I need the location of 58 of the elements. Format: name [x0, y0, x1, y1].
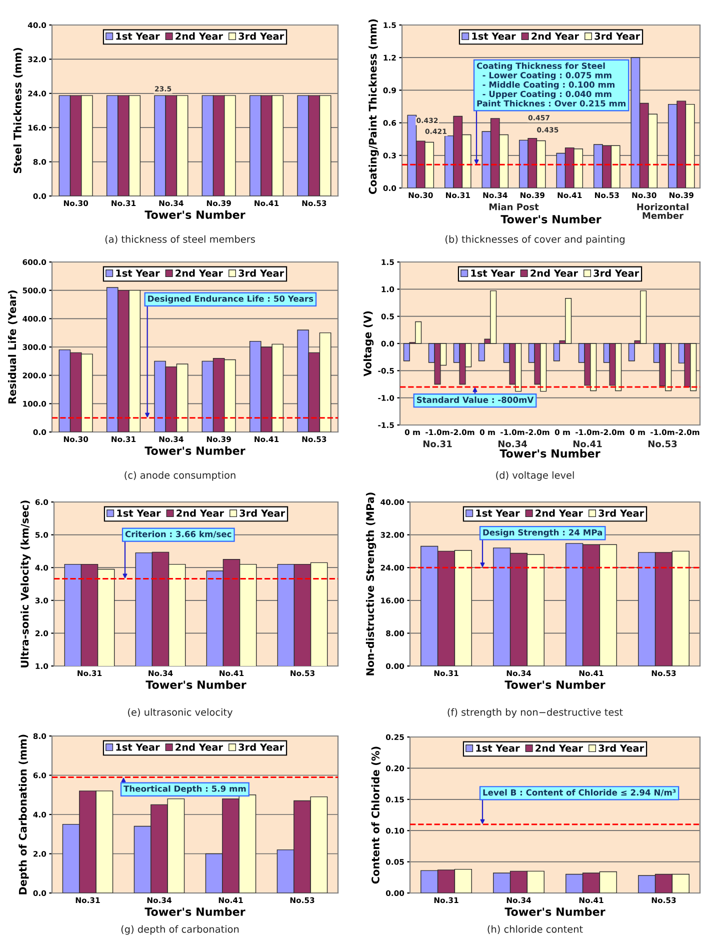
legend-label: 2nd Year: [536, 744, 583, 752]
text: Horizontal Member: [637, 203, 688, 220]
y-axis-title: Content of Chloride (%): [371, 746, 381, 884]
legend-label: 3rd Year: [594, 269, 640, 277]
x-axis-title: Tower's Number: [504, 680, 606, 689]
ref-line-label: Criterion : 3.66 km/sec: [125, 530, 232, 538]
legend-label: 3rd Year: [598, 509, 644, 517]
ref-line-label: Designed Endurance Life : 50 Years: [148, 295, 314, 304]
text: Mian Post: [489, 203, 539, 210]
legend-label: 3rd Year: [238, 32, 284, 40]
y-axis-title: Voltage (V): [363, 311, 374, 376]
text: (f) strength by non−destructive test: [448, 708, 623, 718]
legend-label: 1st Year: [476, 744, 520, 752]
ref-line-label: Standard Value : -800mV: [416, 396, 534, 403]
ref-line-label: Coating Thickness for Steel - Lower Coating : 0.075 mm - Middle Coating : 0.100 mm - Upper Coating : 0.040 mm Paint Thicknes : Over 0.215 mm: [476, 62, 626, 107]
text: No.41: [573, 440, 602, 448]
legend-label: 1st Year: [116, 32, 160, 40]
ref-line-label: Theortical Depth : 5.9 mm: [124, 785, 246, 794]
legend-label: 1st Year: [116, 744, 160, 751]
ref-line-label: Level B : Content of Chloride ≤ 2.94 N/m³: [483, 789, 676, 796]
y-axis-title: Residual Life (Year): [8, 290, 18, 404]
legend-label: 2nd Year: [532, 32, 579, 40]
text: (e) ultrasonic velocity: [128, 708, 233, 718]
x-axis-title: Tower's Number: [146, 680, 246, 689]
y-axis-title: Depth of Carbonation (mm): [18, 734, 29, 894]
x-axis-title: Tower's Number: [144, 210, 246, 219]
text: (h) chloride content: [488, 925, 583, 934]
x-axis-title: Tower's Number: [504, 907, 606, 916]
y-axis-title: Ultra-sonic Velocity (km/sec): [20, 500, 31, 668]
legend-label: 1st Year: [476, 510, 520, 517]
legend-label: 1st Year: [472, 32, 516, 40]
legend-label: 3rd Year: [598, 744, 644, 752]
y-axis-title: Non-distructive Strength (MPa): [366, 492, 376, 676]
legend-label: 1st Year: [117, 510, 161, 517]
x-axis-title: Tower's Number: [500, 214, 602, 224]
text: (g) depth of carbonation: [121, 925, 239, 935]
legend-label: 1st Year: [471, 270, 515, 277]
legend-label: 2nd Year: [530, 269, 578, 277]
ref-line-label: Design Strength : 24 MPa: [483, 529, 602, 538]
legend-label: 2nd Year: [176, 743, 223, 751]
text: (b) thicknesses of cover and painting: [445, 235, 624, 245]
legend-label: 3rd Year: [238, 269, 284, 277]
legend-label: 2nd Year: [536, 509, 583, 517]
x-axis-title: Tower's Number: [144, 446, 246, 455]
text: (c) anode consumption: [124, 471, 236, 481]
text: (a) thickness of steel members: [105, 235, 255, 244]
legend-label: 1st Year: [116, 270, 160, 277]
legend-label: 2nd Year: [176, 269, 223, 277]
x-axis-title: Tower's Number: [144, 907, 246, 916]
legend-label: 3rd Year: [594, 32, 640, 40]
y-axis-title: Steel Thickness (mm): [13, 48, 23, 174]
y-axis-title: Coating/Paint Thickness (mm): [368, 19, 379, 194]
text: (d) voltage level: [496, 471, 574, 481]
legend-label: 2nd Year: [176, 32, 223, 40]
legend-label: 2nd Year: [176, 509, 224, 517]
legend-label: 3rd Year: [238, 743, 284, 751]
legend-label: 3rd Year: [240, 509, 286, 517]
x-axis-title: Tower's Number: [500, 449, 600, 458]
